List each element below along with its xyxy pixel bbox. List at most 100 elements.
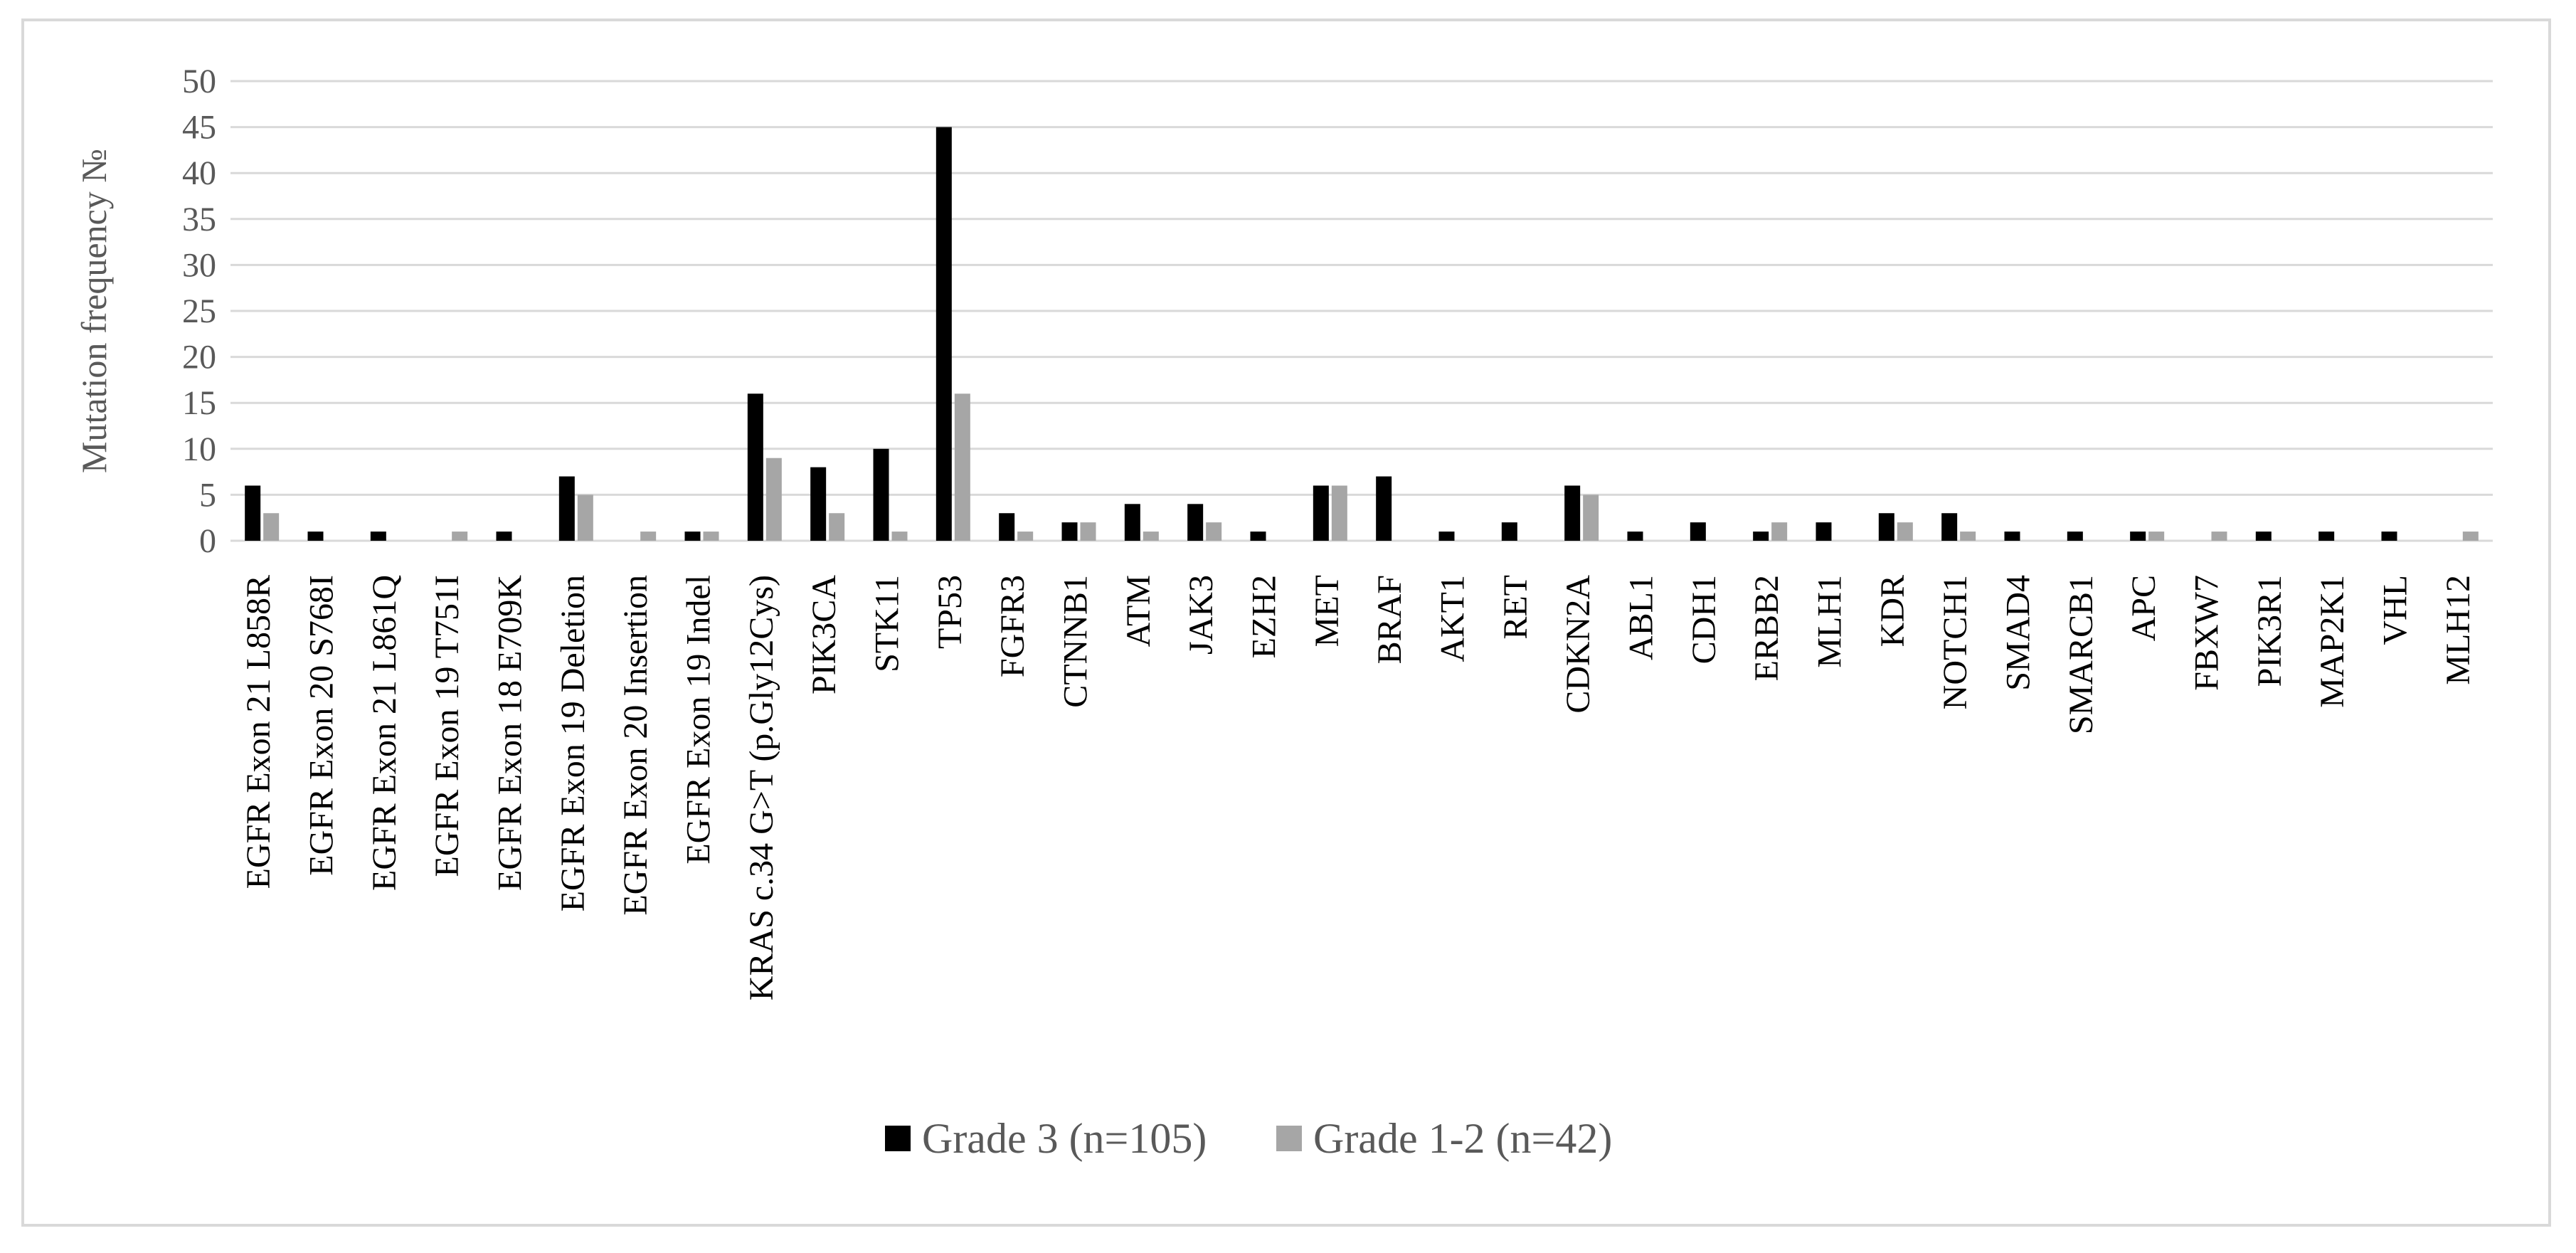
bar-series-1-stk11 [891, 532, 908, 541]
x-category-label: SMAD4 [2000, 575, 2037, 691]
y-tick-label: 10 [182, 430, 216, 468]
y-tick-label: 40 [182, 154, 216, 192]
y-tick-label: 20 [182, 339, 216, 376]
y-tick-label: 15 [182, 384, 216, 422]
bar-series-0-vhl [2381, 532, 2397, 541]
x-category-label: MLH1 [1811, 575, 1849, 668]
bar-series-0-kras-c-34-g-t-p-gly12cys- [747, 393, 763, 541]
x-category-label: RET [1497, 575, 1535, 640]
x-category-label: EGFR Exon 19 Deletion [554, 575, 592, 911]
x-category-label: ATM [1120, 575, 1157, 647]
bar-series-0-braf [1376, 476, 1392, 541]
bar-series-0-jak3 [1187, 504, 1204, 541]
bar-series-0-ctnnb1 [1061, 522, 1078, 541]
bar-series-0-tp53 [935, 127, 952, 541]
chart-frame: 0 5 10 15 20 25 30 35 40 45 50 EGFR Exon 21 L858R E… [21, 18, 2551, 1227]
x-category-label: TP53 [931, 575, 969, 649]
y-tick-label: 45 [182, 109, 216, 147]
bar-series-1-fgfr3 [1017, 532, 1034, 541]
x-category-label: PIK3CA [805, 575, 843, 694]
bar-series-0-apc [2130, 532, 2146, 541]
bar-series-1-egfr-exon-19-t751i [452, 532, 468, 541]
bar-series-0-egfr-exon-19-deletion [558, 476, 575, 541]
x-category-label: EGFR Exon 20 S768I [303, 575, 341, 876]
x-category-label: FGFR3 [994, 575, 1032, 677]
bar-series-1-egfr-exon-21-l858r [263, 513, 280, 541]
x-category-label: EGFR Exon 21 L861Q [366, 575, 403, 891]
x-category-label: CTNNB1 [1057, 575, 1095, 708]
bar-series-0-akt1 [1438, 532, 1455, 541]
gridlines [230, 80, 2493, 542]
y-tick-label: 0 [199, 522, 216, 560]
legend-label: Grade 3 (n=105) [922, 1115, 1207, 1162]
bar-series-1-fbxw7 [2211, 532, 2227, 541]
y-tick-label: 5 [199, 476, 216, 514]
x-category-label: SMARCB1 [2062, 575, 2100, 734]
bar-series-0-ret [1501, 522, 1517, 541]
y-tick-label: 50 [182, 63, 216, 100]
bar-series-1-kras-c-34-g-t-p-gly12cys- [765, 458, 782, 541]
x-category-label: EGFR Exon 21 L858R [240, 575, 277, 889]
x-category-label: EZH2 [1246, 575, 1283, 658]
x-category-label: MET [1308, 575, 1346, 647]
legend-swatch [885, 1126, 911, 1151]
bar-series-1-ctnnb1 [1080, 522, 1096, 541]
x-category-label: EGFR Exon 20 Insertion [617, 575, 654, 916]
bar-series-1-egfr-exon-19-deletion [577, 495, 593, 541]
bar-series-0-met [1313, 485, 1329, 541]
bar-series-0-egfr-exon-18-e709k [496, 532, 512, 541]
bar-series-1-tp53 [954, 393, 970, 541]
bars [245, 127, 2479, 541]
bar-series-0-smad4 [2004, 532, 2020, 541]
x-category-label: VHL [2377, 575, 2415, 645]
bar-series-0-cdh1 [1690, 522, 1706, 541]
bar-series-0-cdkn2a [1564, 485, 1581, 541]
bar-series-0-kdr [1878, 513, 1894, 541]
y-tick-label: 30 [182, 246, 216, 284]
x-category-label: PIK3R1 [2251, 575, 2289, 687]
x-category-label: KDR [1874, 575, 1912, 647]
legend: Grade 3 (n=105) Grade 1-2 (n=42) [885, 1115, 1612, 1162]
bar-series-0-egfr-exon-21-l861q [370, 532, 386, 541]
bar-series-0-map2k1 [2318, 532, 2335, 541]
bar-series-1-jak3 [1206, 522, 1222, 541]
bar-series-0-abl1 [1627, 532, 1643, 541]
x-category-label: BRAF [1371, 575, 1409, 664]
bar-series-0-egfr-exon-20-s768i [307, 532, 324, 541]
x-category-label: KRAS c.34 G>T (p.Gly12Cys) [743, 575, 780, 1000]
x-category-label: CDH1 [1685, 575, 1723, 664]
bar-series-0-mlh1 [1816, 522, 1832, 541]
y-axis-ticks: 0 5 10 15 20 25 30 35 40 45 50 [182, 63, 216, 560]
x-category-label: EGFR Exon 19 T751I [428, 575, 466, 877]
legend-label: Grade 1-2 (n=42) [1313, 1115, 1612, 1162]
bar-series-1-atm [1143, 532, 1159, 541]
x-axis-category-labels: EGFR Exon 21 L858R EGFR Exon 20 S768I EGFR… [240, 575, 2477, 1001]
bar-series-0-ezh2 [1250, 532, 1266, 541]
bar-series-0-fgfr3 [999, 513, 1015, 541]
bar-series-0-pik3r1 [2255, 532, 2272, 541]
x-category-label: MLH12 [2439, 575, 2477, 685]
y-tick-label: 35 [182, 201, 216, 238]
bar-series-0-smarcb1 [2067, 532, 2083, 541]
bar-series-0-atm [1124, 504, 1140, 541]
x-category-label: MAP2K1 [2313, 575, 2351, 708]
bar-series-1-kdr [1897, 522, 1913, 541]
bar-series-1-mlh12 [2462, 532, 2479, 541]
x-category-label: AKT1 [1434, 575, 1472, 662]
x-category-label: JAK3 [1182, 575, 1220, 655]
x-category-label: CDKN2A [1559, 575, 1597, 714]
x-category-label: ERBB2 [1748, 575, 1786, 681]
bar-series-1-apc [2148, 532, 2165, 541]
legend-swatch [1276, 1126, 1302, 1151]
x-category-label: FBXW7 [2188, 575, 2226, 691]
x-category-label: STK11 [869, 575, 906, 672]
bar-series-0-erbb2 [1753, 532, 1769, 541]
x-category-label: EGFR Exon 19 Indel [680, 575, 718, 865]
bar-series-1-met [1331, 485, 1347, 541]
bar-series-1-cdkn2a [1583, 495, 1599, 541]
x-category-label: APC [2125, 575, 2163, 641]
bar-series-1-egfr-exon-20-insertion [640, 532, 657, 541]
bar-series-1-notch1 [1960, 532, 1976, 541]
bar-series-0-stk11 [873, 448, 889, 541]
